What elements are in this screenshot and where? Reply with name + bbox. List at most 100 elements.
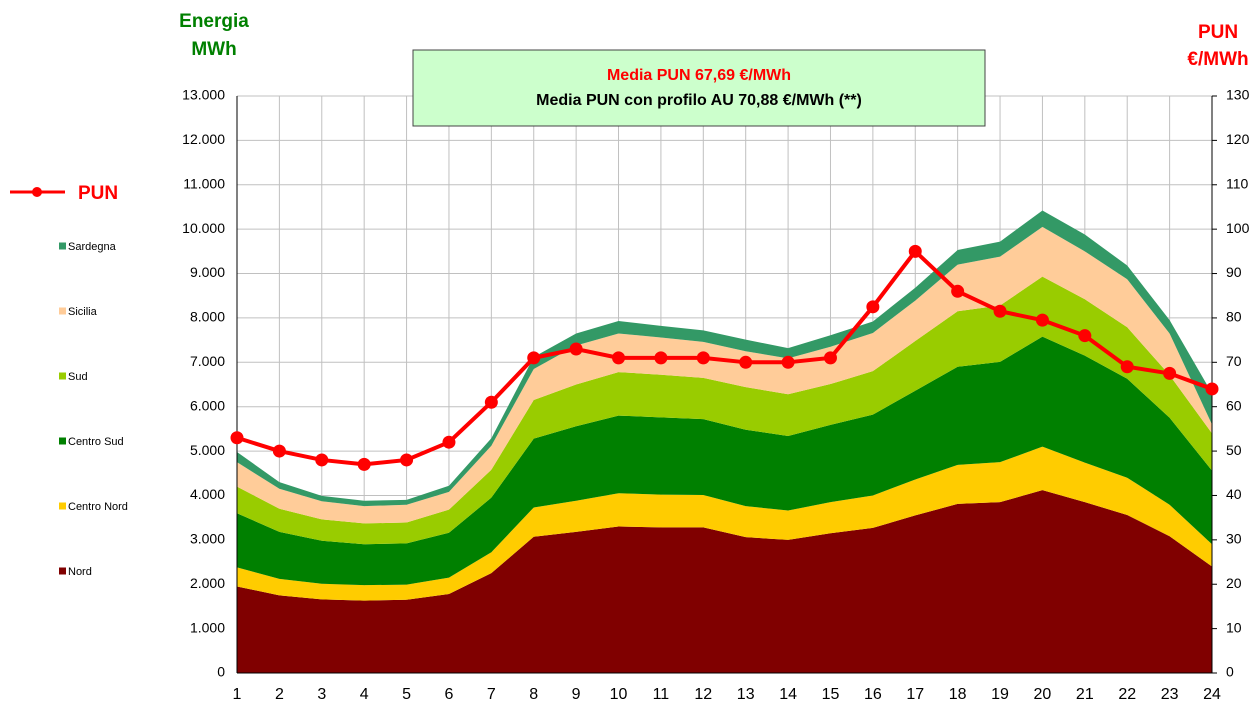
x-tick-label: 24 [1203,686,1221,702]
y2-axis-label: €/MWh [1187,49,1248,70]
legend-swatch [59,567,66,575]
legend-label: Sardegna [68,241,117,253]
y2-tick-label: 120 [1226,131,1250,147]
point [993,304,1007,318]
legend-swatch [59,437,66,445]
area [237,490,1212,673]
annotation-box [412,49,986,127]
point [527,351,541,365]
legend-label: PUN [78,183,118,204]
point [866,300,880,314]
x-tick-label: 7 [487,686,496,702]
y2-tick-label: 50 [1226,442,1242,458]
point [908,244,922,258]
y2-tick-label: 0 [1226,664,1234,680]
y2-tick-label: 20 [1226,575,1242,591]
y2-tick-label: 80 [1226,309,1242,325]
x-tick-label: 4 [360,686,369,702]
y2-tick-label: 110 [1226,175,1249,191]
x-tick-label: 14 [779,686,797,702]
y2-tick-label: 40 [1226,486,1242,502]
y-tick-label: 1.000 [190,619,225,635]
point [823,351,837,365]
x-tick-label: 21 [1076,686,1094,702]
point [357,457,371,471]
legend-marker [32,187,42,197]
x-tick-label: 9 [572,686,581,702]
point [442,435,456,449]
y-tick-label: 4.000 [190,486,225,502]
y-tick-label: 6.000 [190,397,225,413]
legend-label: Sud [68,371,88,383]
point [739,355,753,369]
legend-label: Sicilia [68,306,98,318]
y-tick-label: 9.000 [190,264,225,280]
x-tick-label: 11 [653,686,670,702]
y-tick-label: 8.000 [190,309,225,325]
point [781,355,795,369]
x-tick-label: 19 [991,686,1009,702]
y-tick-label: 2.000 [190,575,225,591]
legend-swatch [59,307,66,315]
x-tick-label: 23 [1161,686,1179,702]
point [400,453,414,467]
point [696,351,710,365]
x-tick-label: 17 [906,686,924,702]
point [1035,313,1049,327]
area [237,446,1212,601]
y2-tick-label: 10 [1226,619,1242,635]
x-tick-label: 8 [529,686,538,702]
y2-tick-label: 100 [1226,220,1250,236]
y-tick-label: 10.000 [182,220,225,236]
x-tick-label: 22 [1118,686,1136,702]
point [1205,382,1219,396]
x-tick-label: 6 [445,686,454,702]
y2-tick-label: 130 [1226,87,1250,103]
area [237,276,1212,545]
y2-tick-label: 60 [1226,397,1242,413]
x-tick-label: 10 [610,686,628,702]
point [272,444,286,458]
x-tick-label: 3 [317,686,326,702]
x-tick-label: 18 [949,686,967,702]
legend-label: Centro Sud [68,436,124,448]
x-tick-label: 13 [737,686,755,702]
legend-label: Nord [68,566,92,578]
y-tick-label: 5.000 [190,442,225,458]
x-tick-label: 20 [1034,686,1052,702]
y-tick-label: 11.000 [183,175,225,191]
point [1163,366,1177,380]
y2-tick-label: 30 [1226,531,1242,547]
point [569,342,583,356]
point [1078,329,1092,343]
y2-axis-label: PUN [1198,22,1238,43]
x-tick-label: 2 [275,686,284,702]
x-tick-label: 12 [694,686,712,702]
x-tick-label: 15 [822,686,840,702]
y-tick-label: 3.000 [190,531,225,547]
legend-swatch [59,372,66,380]
x-tick-label: 16 [864,686,882,702]
area [237,336,1212,586]
point [654,351,668,365]
area [237,226,1212,524]
y-axis-label: MWh [191,39,236,60]
line [236,248,1213,467]
legend-label: Centro Nord [68,501,128,513]
point [612,351,626,365]
y-axis-label: Energia [179,11,249,32]
y-tick-label: 7.000 [190,353,225,369]
y-tick-label: 12.000 [182,131,225,147]
point [484,395,498,409]
x-tick-label: 1 [233,686,242,702]
annotation: Media PUN con profilo AU 70,88 €/MWh (**… [536,92,862,109]
point [315,453,329,467]
y2-tick-label: 70 [1226,353,1242,369]
x-tick-label: 5 [402,686,411,702]
y-tick-label: 13.000 [182,87,225,103]
legend-swatch [59,502,66,510]
y2-tick-label: 90 [1226,264,1242,280]
point [1120,360,1134,374]
y-tick-label: 0 [217,664,225,680]
